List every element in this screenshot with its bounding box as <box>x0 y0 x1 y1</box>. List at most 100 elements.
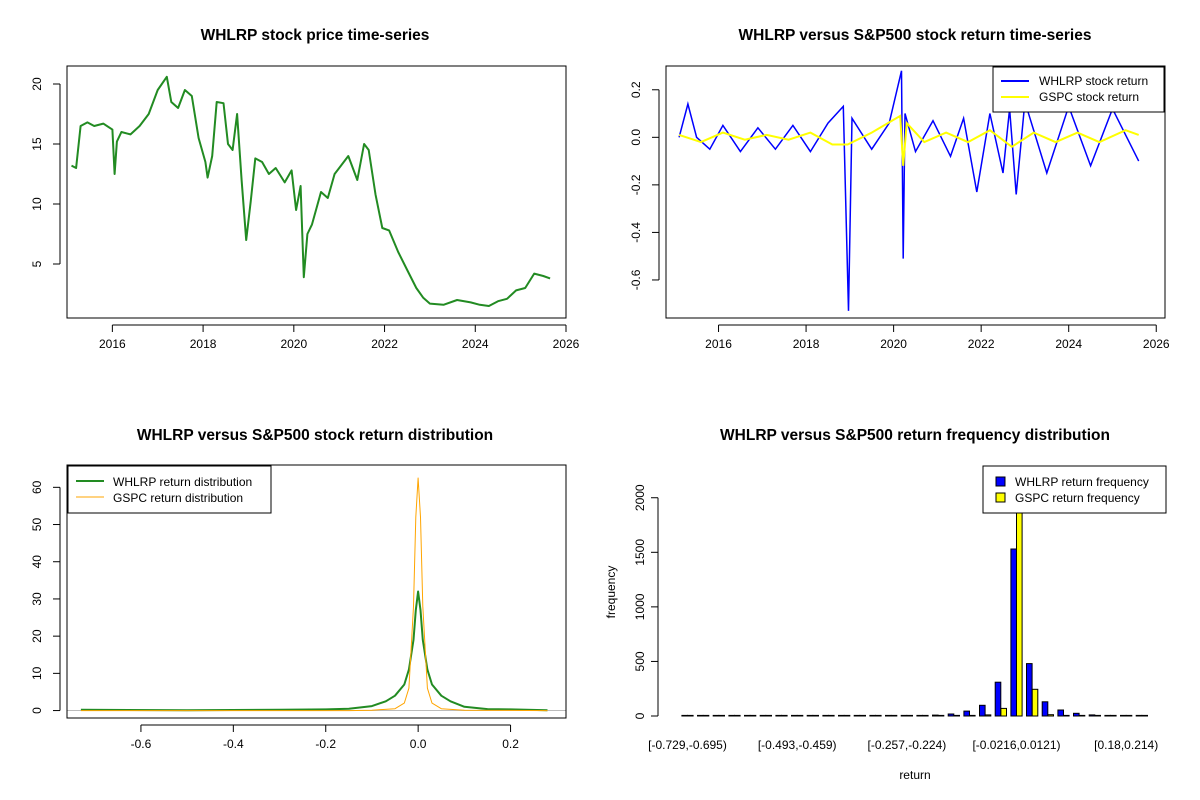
whlrp-frequency-bar <box>759 714 767 717</box>
frequency-legend-swatch-gspc <box>995 492 1006 503</box>
returns-legend-label-gspc: GSPC stock return <box>1039 90 1139 104</box>
gspc-frequency-bar <box>765 714 773 717</box>
whlrp-frequency-bar <box>869 714 877 717</box>
returns-x-tick-label: 2024 <box>1055 337 1082 351</box>
price-y-tick-label: 20 <box>30 77 44 91</box>
frequency-x-tick-label: [0.18,0.214) <box>1094 738 1158 752</box>
whlrp-frequency-bar <box>1088 714 1096 717</box>
gspc-frequency-bar <box>1078 714 1086 717</box>
gspc-frequency-bar <box>1110 714 1117 717</box>
frequency-y-tick-label: 0 <box>633 712 647 719</box>
density-y-tick-label: 60 <box>30 480 44 494</box>
gspc-frequency-bar <box>953 714 961 717</box>
whlrp-frequency-bar <box>1135 714 1143 717</box>
whlrp-frequency-bar <box>853 714 861 717</box>
whlrp-frequency-bar <box>1057 709 1065 717</box>
whlrp-frequency-bar <box>712 714 720 717</box>
density-legend-label-gspc: GSPC return distribution <box>113 491 243 505</box>
price-x-tick-label: 2024 <box>462 337 489 351</box>
frequency-x-axis-label: return <box>899 768 930 782</box>
whlrp-frequency-bar <box>979 704 986 717</box>
whlrp-frequency-bar <box>1041 701 1049 717</box>
frequency-y-tick-label: 500 <box>633 651 647 671</box>
frequency-y-axis-label: frequency <box>604 566 618 619</box>
returns-legend: WHLRP stock return GSPC stock return <box>992 66 1165 113</box>
gspc-frequency-bar <box>828 714 835 717</box>
price-x-tick-label: 2020 <box>280 337 307 351</box>
density-plot-frame <box>66 464 567 719</box>
gspc-frequency-bar <box>812 714 820 717</box>
whlrp-frequency-bar <box>1026 663 1033 717</box>
frequency-y-tick-label: 1500 <box>633 539 647 566</box>
gspc-frequency-bar <box>781 714 788 717</box>
whlrp-frequency-bar <box>1104 714 1112 717</box>
whlrp-frequency-bar <box>681 714 689 717</box>
returns-x-tick-label: 2018 <box>793 337 820 351</box>
gspc-frequency-bar <box>796 714 804 717</box>
gspc-frequency-bar <box>702 714 710 717</box>
frequency-legend-label-whlrp: WHLRP return frequency <box>1015 475 1149 489</box>
returns-x-tick-label: 2016 <box>705 337 732 351</box>
whlrp-frequency-bar <box>932 714 939 717</box>
frequency-legend-label-gspc: GSPC return frequency <box>1015 491 1140 505</box>
returns-x-tick-label: 2026 <box>1143 337 1170 351</box>
whlrp-frequency-bar <box>744 714 751 717</box>
gspc-frequency-bar <box>984 714 992 717</box>
density-y-tick-label: 30 <box>30 592 44 606</box>
gspc-frequency-bar <box>906 714 914 717</box>
gspc-frequency-bar <box>718 714 726 717</box>
gspc-frequency-bar <box>890 714 898 717</box>
whlrp-frequency-bar <box>728 714 736 717</box>
gspc-frequency-bar <box>749 714 757 717</box>
frequency-legend: WHLRP return frequency GSPC return frequ… <box>982 465 1167 514</box>
density-x-tick-label: 0.0 <box>410 737 427 751</box>
frequency-y-tick-label: 2000 <box>633 484 647 511</box>
returns-chart: WHLRP versus S&P500 stock return time-se… <box>629 27 1170 351</box>
density-chart: WHLRP versus S&P500 stock return distrib… <box>30 427 567 751</box>
returns-legend-box <box>992 66 1165 113</box>
gspc-frequency-bar <box>969 714 976 717</box>
price-x-tick-label: 2018 <box>190 337 217 351</box>
returns-y-tick-label: -0.4 <box>629 222 643 243</box>
price-chart: WHLRP stock price time-series 2016 2018 20… <box>30 27 580 351</box>
price-y-tick-label: 10 <box>30 197 44 211</box>
price-plot-frame <box>66 65 567 319</box>
density-x-tick-label: -0.6 <box>131 737 152 751</box>
density-chart-title: WHLRP versus S&P500 stock return distrib… <box>137 427 493 444</box>
whlrp-frequency-bar <box>775 714 783 717</box>
gspc-frequency-bar <box>859 714 867 717</box>
whlrp-frequency-bar <box>916 714 924 717</box>
whlrp-frequency-bar <box>822 714 830 717</box>
gspc-frequency-bar <box>1063 714 1070 717</box>
whlrp-frequency-bar <box>900 714 908 717</box>
gspc-frequency-bar <box>875 714 882 717</box>
gspc-frequency-bar <box>734 714 741 717</box>
frequency-y-tick-label: 1000 <box>633 593 647 620</box>
returns-legend-label-whlrp: WHLRP stock return <box>1039 74 1148 88</box>
density-y-tick-label: 10 <box>30 666 44 680</box>
whlrp-frequency-bar <box>1120 714 1127 717</box>
returns-y-tick-label: -0.6 <box>629 269 643 290</box>
gspc-frequency-bar <box>937 714 945 717</box>
gspc-frequency-bar <box>843 714 851 717</box>
whlrp-frequency-bar <box>838 714 845 717</box>
gspc-frequency-bar <box>1141 714 1149 717</box>
price-x-tick-label: 2016 <box>99 337 126 351</box>
gspc-frequency-bar <box>687 714 694 717</box>
density-y-tick-label: 0 <box>30 707 44 714</box>
returns-x-tick-label: 2020 <box>880 337 907 351</box>
frequency-legend-box <box>982 465 1167 514</box>
whlrp-frequency-bar <box>791 714 798 717</box>
whlrp-frequency-bar <box>885 714 892 717</box>
density-y-tick-label: 50 <box>30 518 44 532</box>
gspc-frequency-bar <box>1047 714 1055 717</box>
returns-y-tick-label: 0.2 <box>629 81 643 98</box>
frequency-x-tick-label: [-0.493,-0.459) <box>758 738 837 752</box>
gspc-frequency-bar <box>1031 688 1039 717</box>
whlrp-frequency-bar <box>947 713 955 717</box>
returns-x-tick-label: 2022 <box>968 337 995 351</box>
frequency-x-tick-label: [-0.0216,0.0121) <box>972 738 1060 752</box>
whlrp-frequency-bar <box>963 710 971 717</box>
frequency-legend-swatch-whlrp <box>995 476 1006 487</box>
